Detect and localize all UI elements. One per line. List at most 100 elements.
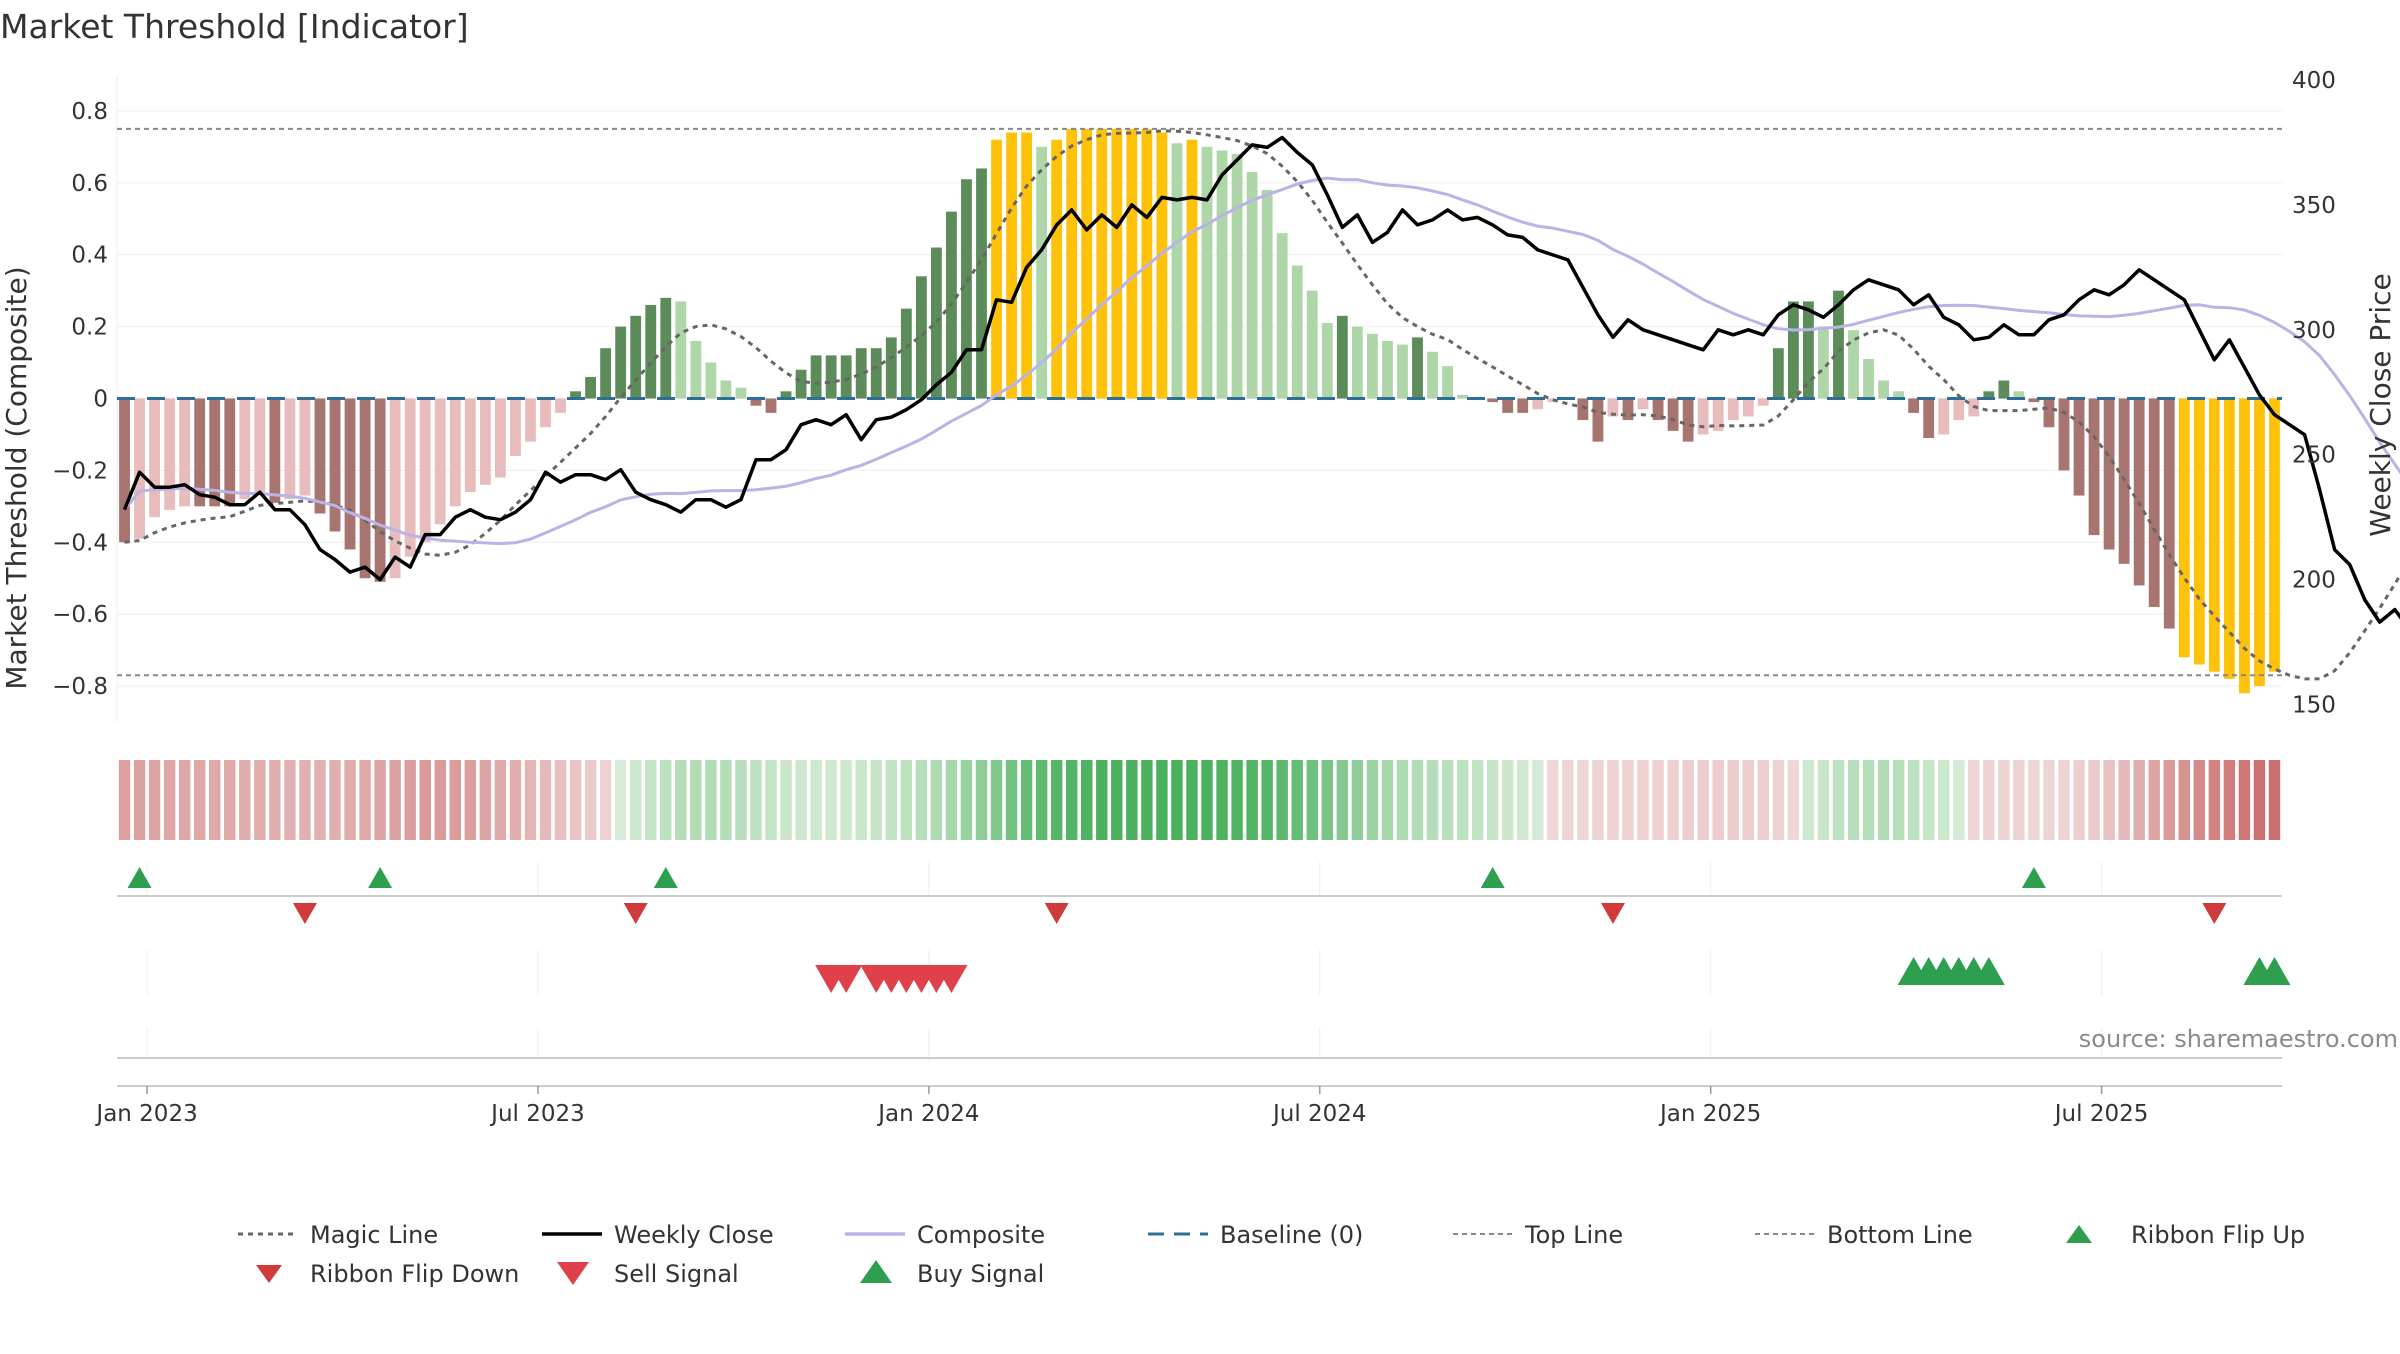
composite-bar [224,399,235,507]
composite-bar [1337,316,1348,399]
composite-bar [1623,399,1634,421]
ribbon-cell [1292,760,1303,840]
composite-bar [555,399,566,413]
legend-buy-label: Buy Signal [917,1260,1044,1288]
ribbon-cell [780,760,791,840]
composite-bar [1322,323,1333,398]
composite-bar [2104,399,2115,550]
ribbon-cell [795,760,806,840]
composite-bar [1743,399,1754,417]
x-tick-label: Jan 2025 [1658,1101,1761,1127]
composite-bar [1217,150,1228,398]
composite-bar [675,301,686,398]
composite-bar [871,348,882,398]
ribbon-flip-up-marker [2022,867,2046,888]
ribbon-cell [1667,760,1678,840]
legend-bottom-label: Bottom Line [1827,1221,1973,1249]
composite-bar [149,399,160,518]
legend-top-label: Top Line [1524,1221,1623,1249]
composite-bar [811,355,822,398]
legend: Magic Line Weekly Close Composite Baseli… [238,1221,2305,1288]
composite-bar [1998,381,2009,399]
ribbon-cell [314,760,325,840]
composite-bar [826,355,837,398]
ribbon-cell [419,760,430,840]
ribbon-cell [510,760,521,840]
composite-bar [1442,366,1453,398]
composite-bar [1382,341,1393,399]
legend-close-label: Weekly Close [614,1221,774,1249]
composite-bar [1532,399,1543,410]
x-tick-label: Jul 2025 [2053,1101,2149,1127]
composite-bar [254,399,265,492]
ribbon-cell [555,760,566,840]
composite-bar [1698,399,1709,435]
composite-bar [1668,399,1679,431]
legend-sell-swatch [557,1262,589,1285]
ribbon-cell [1908,760,1919,840]
x-tick-label: Jan 2024 [876,1101,979,1127]
composite-bar [705,363,716,399]
legend-buy-swatch [860,1260,892,1283]
ribbon-cell [1712,760,1723,840]
composite-bar [1593,399,1604,442]
composite-bar [1788,301,1799,398]
ribbon-cell [1848,760,1859,840]
composite-bar [420,399,431,543]
ribbon-cell [825,760,836,840]
ribbon-cell [1893,760,1904,840]
ribbon-cell [1833,760,1844,840]
ribbon-cell [720,760,731,840]
ribbon-cell [1096,760,1107,840]
composite-bar [1277,233,1288,398]
y-tick-label: −0.2 [52,458,108,484]
ribbon-cell [1923,760,1934,840]
ribbon-cell [1637,760,1648,840]
composite-bar [1923,399,1934,439]
ribbon-cell [2043,760,2054,840]
composite-bar [796,370,807,399]
composite-bar [1367,334,1378,399]
composite-bar [720,381,731,399]
ribbon-flip-down-marker [293,903,317,924]
composite-bar [390,399,401,579]
composite-bar [1803,301,1814,398]
composite-bar [1457,395,1468,399]
composite-bar [585,377,596,399]
legend-composite-label: Composite [917,1221,1045,1249]
composite-bar [1307,291,1318,399]
ribbon-cell [675,760,686,840]
composite-bar [645,305,656,398]
ribbon-cell [194,760,205,840]
composite-bar [1412,337,1423,398]
composite-bar [766,399,777,413]
ribbon-cell [1622,760,1633,840]
ribbon-cell [119,760,130,840]
ribbon-cell [2194,760,2205,840]
ribbon-cell [1322,760,1333,840]
composite-bar [2254,399,2265,687]
ribbon-cell [630,760,641,840]
ribbon-cell [1652,760,1663,840]
composite-bar [179,399,190,507]
ribbon-cell [1442,760,1453,840]
ribbon-cell [1697,760,1708,840]
ribbon-cell [1397,760,1408,840]
composite-bar [2059,399,2070,471]
ribbon-cell [269,760,280,840]
ribbon-cell [1577,760,1588,840]
composite-bar [2149,399,2160,607]
composite-bar [1187,140,1198,399]
ribbon-cell [1186,760,1197,840]
ribbon-cell [164,760,175,840]
ribbon-cell [2013,760,2024,840]
ribbon-cell [540,760,551,840]
composite-bar [1262,190,1273,398]
y2-tick-label: 300 [2292,318,2336,344]
ribbon-cell [254,760,265,840]
ribbon-cell [2239,760,2250,840]
composite-bar [465,399,476,492]
composite-bar [1352,327,1363,399]
composite-bar [1953,399,1964,421]
